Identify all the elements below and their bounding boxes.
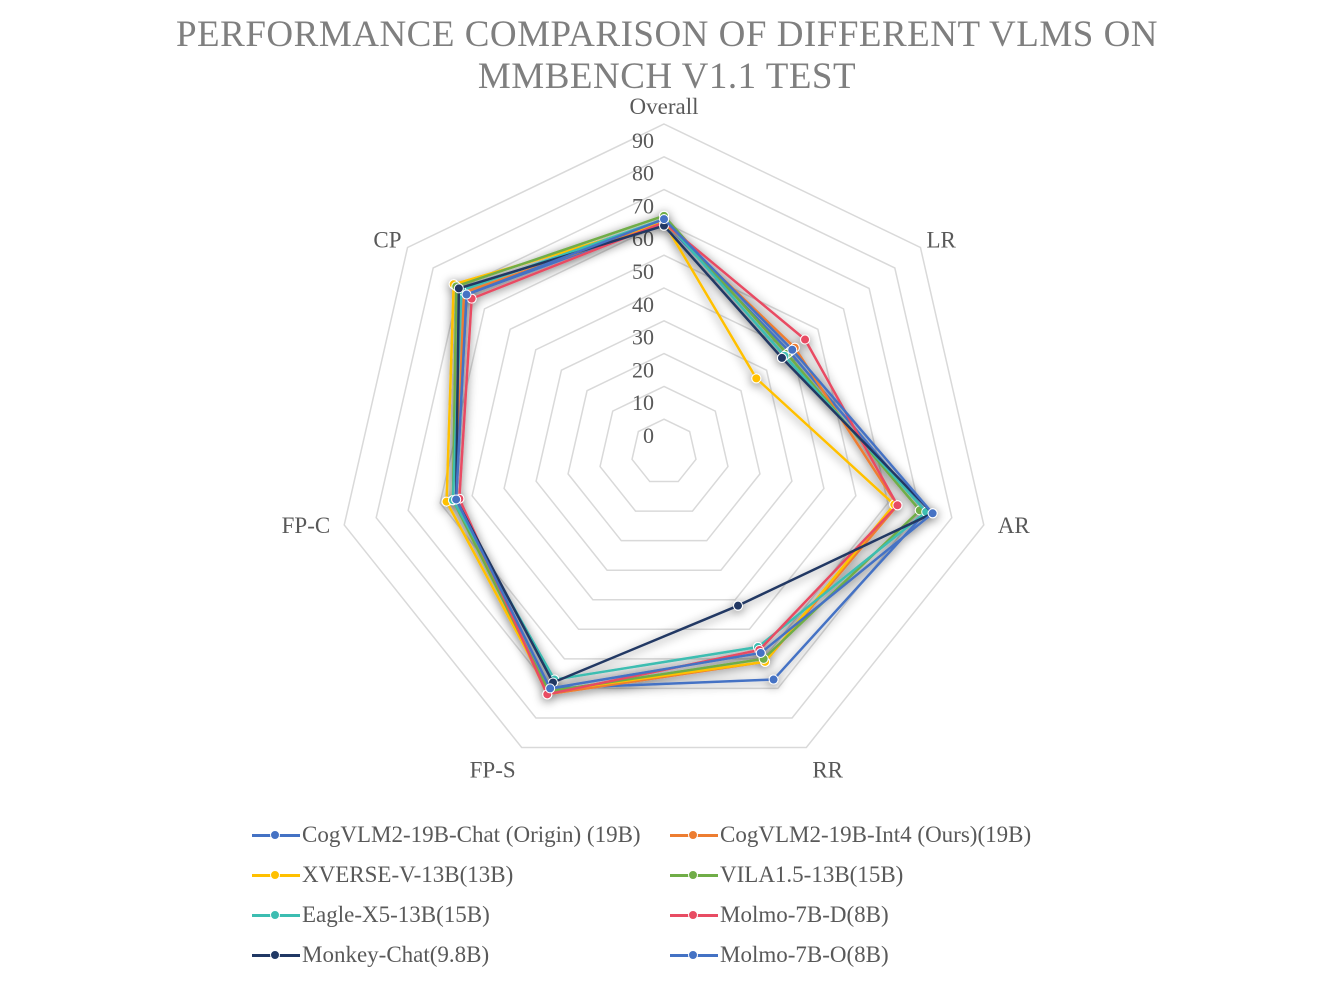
legend-label: CogVLM2-19B-Int4 (Ours)(19B) <box>720 822 1032 847</box>
legend-label: VILA1.5-13B(15B) <box>720 862 904 887</box>
grid-ring <box>407 188 921 690</box>
chart-title: PERFORMANCE COMPARISON OF DIFFERENT VLMS… <box>0 14 1334 98</box>
series-layer <box>441 210 938 700</box>
grid-ring <box>471 254 857 631</box>
series-line <box>454 217 934 690</box>
legend-swatch <box>252 828 300 842</box>
axis-label: RR <box>812 758 843 783</box>
series <box>447 214 932 685</box>
chart-title-line-2: MMBENCH V1.1 TEST <box>477 56 857 97</box>
data-point <box>461 289 472 300</box>
data-point <box>800 334 811 345</box>
tick-label: 70 <box>632 193 654 218</box>
legend-swatch <box>670 828 718 842</box>
legend-swatch <box>252 908 300 922</box>
legend-item: Molmo-7B-O(8B) <box>670 935 889 975</box>
series-line <box>451 214 922 693</box>
legend-swatch <box>670 908 718 922</box>
series-line <box>454 221 928 690</box>
axis-label: CP <box>373 227 401 252</box>
series <box>441 217 900 697</box>
legend-item: Eagle-X5-13B(15B) <box>252 895 490 935</box>
axis-label: Overall <box>630 94 699 119</box>
grid-ring <box>439 221 889 660</box>
data-point <box>755 647 766 658</box>
data-point <box>733 600 744 611</box>
tick-label: 20 <box>632 357 654 382</box>
series-line <box>451 217 928 681</box>
axis-label: FP-C <box>282 513 331 538</box>
legend-label: Molmo-7B-D(8B) <box>720 902 889 927</box>
grid-ring <box>631 418 697 483</box>
series-line <box>458 221 899 696</box>
legend-swatch <box>670 868 718 882</box>
data-point <box>892 500 903 511</box>
axis-labels: Overall LR AR RR FP-S FP-C CP <box>282 94 1031 783</box>
data-point <box>453 283 464 294</box>
tick-label: 90 <box>632 128 654 153</box>
legend-label: Monkey-Chat(9.8B) <box>302 942 490 967</box>
data-point <box>751 373 762 384</box>
data-point <box>776 352 787 363</box>
grid-ring <box>375 155 953 719</box>
legend-swatch <box>670 948 718 962</box>
legend-item: Monkey-Chat(9.8B) <box>252 935 489 975</box>
legend-label: Eagle-X5-13B(15B) <box>302 902 490 927</box>
series <box>447 210 925 697</box>
tick-label: 30 <box>632 325 654 350</box>
data-point <box>927 508 938 519</box>
data-point <box>659 214 669 225</box>
series <box>451 214 938 694</box>
data-point <box>768 674 779 685</box>
grid-ring <box>535 319 793 571</box>
legend-label: CogVLM2-19B-Chat (Origin) (19B) <box>302 822 641 847</box>
data-point <box>545 683 556 694</box>
series-line <box>454 224 934 684</box>
axis-label: FP-S <box>470 758 516 783</box>
legend-item: XVERSE-V-13B(13B) <box>252 855 513 895</box>
tick-label: 10 <box>632 390 654 415</box>
data-point <box>451 494 462 505</box>
legend-label: Molmo-7B-O(8B) <box>720 942 889 967</box>
legend-item: Molmo-7B-D(8B) <box>670 895 889 935</box>
axis-label: AR <box>998 513 1031 538</box>
grid-ring <box>599 385 729 512</box>
tick-label: 40 <box>632 292 654 317</box>
series <box>451 217 932 694</box>
legend-swatch <box>252 868 300 882</box>
tick-label: 0 <box>643 423 654 448</box>
series-line <box>445 221 896 693</box>
data-point <box>787 344 798 355</box>
tick-label: 50 <box>632 259 654 284</box>
legend-item: CogVLM2-19B-Int4 (Ours)(19B) <box>670 815 1031 855</box>
legend-swatch <box>252 948 300 962</box>
legend-item: CogVLM2-19B-Chat (Origin) (19B) <box>252 815 641 855</box>
chart-title-line-1: PERFORMANCE COMPARISON OF DIFFERENT VLMS… <box>175 14 1159 55</box>
legend-label: XVERSE-V-13B(13B) <box>302 862 514 887</box>
tick-label: 80 <box>632 161 654 186</box>
grid-ring <box>343 123 985 749</box>
axis-label: LR <box>926 227 956 252</box>
legend-item: VILA1.5-13B(15B) <box>670 855 903 895</box>
grid-ring <box>567 352 761 542</box>
